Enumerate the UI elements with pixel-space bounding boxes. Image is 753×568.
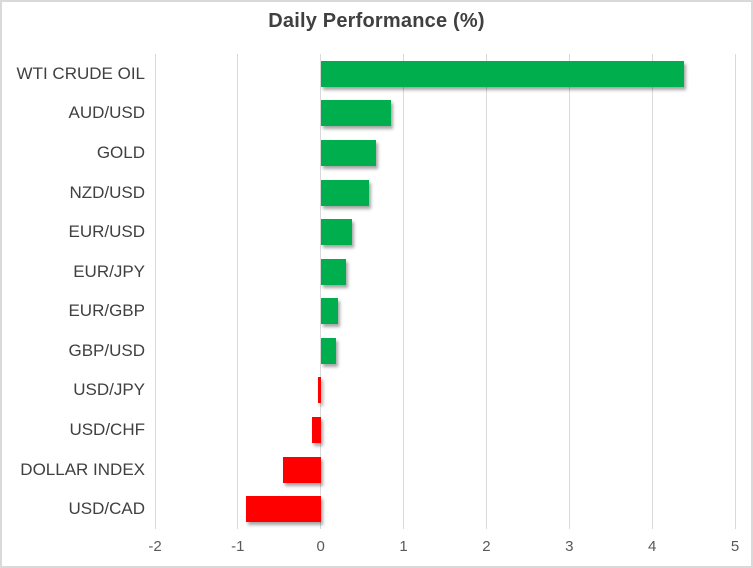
category-label: WTI CRUDE OIL [16,63,145,83]
category-label: USD/CHF [69,420,145,440]
x-tick-label: 2 [482,538,491,555]
category-label: EUR/USD [68,222,145,242]
x-tick-label: 0 [316,538,325,555]
chart-title: Daily Performance (%) [268,10,485,32]
bar [320,179,369,206]
category-label: NZD/USD [69,182,145,202]
category-label: GOLD [96,142,145,162]
x-tick-label: 3 [565,538,574,555]
x-tick-label: -1 [231,538,245,555]
bar [320,60,684,87]
x-tick-label: -2 [148,538,162,555]
bar [282,456,321,483]
category-label: EUR/JPY [73,261,145,281]
category-label: USD/JPY [73,380,145,400]
category-label: DOLLAR INDEX [20,459,145,479]
bar [320,258,347,285]
gridline [485,54,487,529]
bar [318,377,321,404]
gridline [154,54,156,529]
category-label: GBP/USD [68,340,145,360]
gridline [651,54,653,529]
gridline [734,54,736,529]
bar [320,219,353,246]
x-tick-label: 1 [399,538,408,555]
x-tick-label: 5 [730,538,740,555]
x-tick-label: 4 [647,538,657,555]
gridline [403,54,405,529]
bar [246,496,321,523]
gridline [320,54,322,529]
plot-area [154,54,736,529]
category-label: AUD/USD [68,103,145,123]
bar [320,298,339,325]
category-label: EUR/GBP [68,301,145,321]
bar [320,100,392,127]
category-label: USD/CAD [68,499,145,519]
bar [320,139,377,166]
gridline [568,54,570,529]
bar [320,337,336,364]
gridline [237,54,239,529]
bar [312,417,321,444]
